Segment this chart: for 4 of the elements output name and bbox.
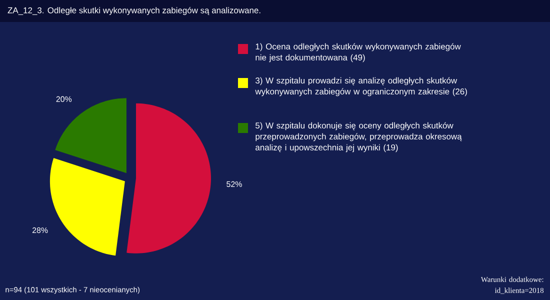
legend-label: 5) W szpitalu dokonuje się oceny odległych skutków przeprowadzonych zabiegów, przeprowadza okresową analizę i upowszechnia jej wyniki (19) bbox=[256, 122, 462, 152]
legend-label: 3) W szpitalu prowadzi się analizę odległych skutków wykonywanych zabiegów w ograniczonym zakresie (26) bbox=[255, 77, 467, 96]
legend-label: 1) Ocena odległych skutków wykonywanych zabiegów nie jest dokumentowana (49) bbox=[256, 43, 461, 62]
chart-title: ZA_12_3. Odległe skutki wykonywanych zabiegów są analizowane. bbox=[8, 7, 260, 15]
